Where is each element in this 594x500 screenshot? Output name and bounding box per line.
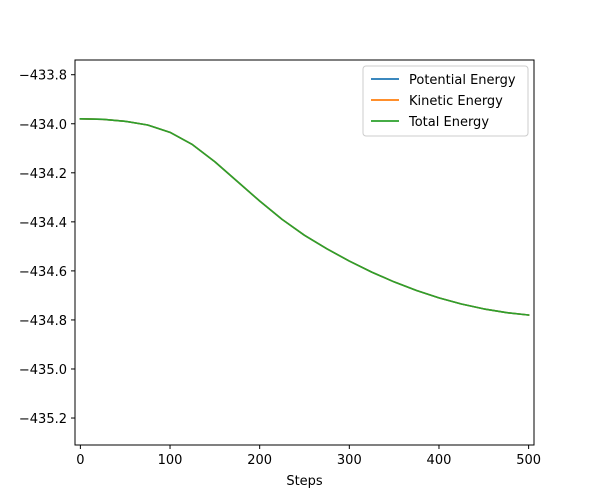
legend: Potential Energy Kinetic Energy Total Ener…: [362, 65, 529, 137]
y-tick-label: −433.8: [19, 69, 67, 84]
x-tick-label: 300: [337, 453, 362, 468]
plot-area: [79, 118, 530, 316]
series-line-potential-energy: [79, 118, 530, 316]
series-line-total-energy: [79, 118, 530, 316]
x-tick-label: 400: [427, 453, 452, 468]
x-tick-label: 0: [76, 453, 84, 468]
legend-label: Total Energy: [408, 115, 489, 130]
y-tick-label: −435.2: [19, 412, 67, 427]
y-tick-label: −434.8: [19, 314, 67, 329]
x-axis-title: Steps: [286, 474, 323, 489]
x-tick-label: 100: [158, 453, 183, 468]
x-tick-label: 500: [516, 453, 541, 468]
y-tick-label: −434.6: [19, 265, 67, 280]
y-axis: −433.8 −434.0 −434.2 −434.4 −434.6 −434.8 −435…: [19, 69, 75, 427]
y-tick-label: −434.0: [19, 118, 67, 133]
x-tick-label: 200: [247, 453, 272, 468]
legend-label: Kinetic Energy: [409, 94, 503, 109]
series-line-kinetic-energy: [79, 118, 530, 316]
y-tick-label: −434.4: [19, 216, 67, 231]
y-tick-label: −435.0: [19, 363, 67, 378]
x-axis: 0 100 200 300 400 500: [76, 445, 541, 468]
plot-frame: [74, 59, 535, 446]
legend-label: Potential Energy: [409, 73, 516, 88]
legend-box: [362, 65, 529, 137]
y-tick-label: −434.2: [19, 167, 67, 182]
